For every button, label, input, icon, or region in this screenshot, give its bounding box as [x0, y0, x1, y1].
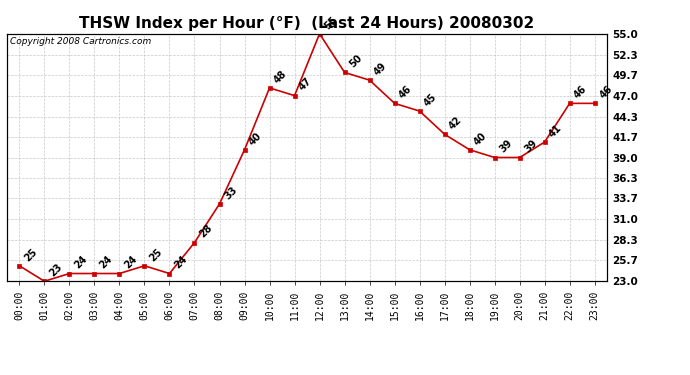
Text: 24: 24: [122, 254, 139, 271]
Text: 47: 47: [297, 76, 314, 93]
Text: 55: 55: [322, 14, 339, 31]
Text: Copyright 2008 Cartronics.com: Copyright 2008 Cartronics.com: [10, 38, 151, 46]
Text: 25: 25: [147, 246, 164, 263]
Text: 24: 24: [172, 254, 189, 271]
Text: 28: 28: [197, 223, 214, 240]
Text: 46: 46: [397, 84, 414, 100]
Title: THSW Index per Hour (°F)  (Last 24 Hours) 20080302: THSW Index per Hour (°F) (Last 24 Hours)…: [79, 16, 535, 31]
Text: 40: 40: [247, 130, 264, 147]
Text: 50: 50: [347, 53, 364, 70]
Text: 39: 39: [497, 138, 514, 155]
Text: 46: 46: [598, 84, 614, 100]
Text: 40: 40: [473, 130, 489, 147]
Text: 24: 24: [97, 254, 114, 271]
Text: 46: 46: [573, 84, 589, 100]
Text: 23: 23: [47, 262, 63, 279]
Text: 25: 25: [22, 246, 39, 263]
Text: 39: 39: [522, 138, 539, 155]
Text: 33: 33: [222, 184, 239, 201]
Text: 24: 24: [72, 254, 89, 271]
Text: 49: 49: [373, 61, 389, 77]
Text: 41: 41: [547, 123, 564, 139]
Text: 45: 45: [422, 92, 439, 108]
Text: 42: 42: [447, 115, 464, 132]
Text: 48: 48: [273, 68, 289, 85]
